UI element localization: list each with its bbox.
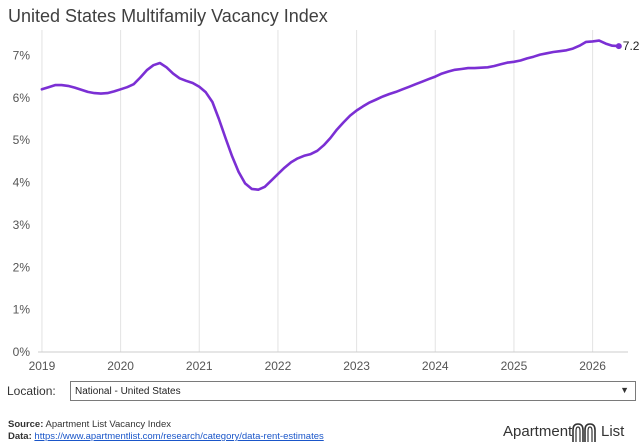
location-filter: Location: National - United States ▼	[7, 381, 636, 403]
brand-name-right: List	[601, 423, 625, 440]
location-selected-value: National - United States	[75, 386, 181, 397]
x-tick-label: 2021	[186, 359, 213, 373]
end-value-label: 7.2%	[623, 39, 640, 53]
x-tick-label: 2023	[343, 359, 370, 373]
source-note: Source: Apartment List Vacancy Index	[8, 419, 171, 430]
x-tick-label: 2024	[422, 359, 449, 373]
line-chart: 2019 2020 2021 2022 2023 2024 2025 2026 0% 1% 2% 3%…	[13, 30, 640, 373]
y-tick-label: 5%	[13, 133, 31, 147]
x-tick-label: 2019	[29, 359, 56, 373]
y-tick-label: 4%	[13, 176, 31, 190]
brand-name-left: Apartment	[503, 423, 573, 440]
source-text: Apartment List Vacancy Index	[45, 419, 172, 430]
apartment-list-logo: Apartment List	[503, 420, 633, 444]
data-label: Data:	[8, 431, 32, 442]
location-label: Location:	[7, 384, 56, 398]
data-link[interactable]: https://www.apartmentlist.com/research/c…	[34, 431, 324, 442]
y-tick-label: 7%	[13, 48, 31, 62]
x-tick-label: 2025	[501, 359, 528, 373]
y-tick-label: 0%	[13, 345, 31, 359]
series-line	[40, 39, 621, 191]
source-label: Source:	[8, 419, 44, 430]
x-tick-label: 2022	[265, 359, 292, 373]
y-tick-label: 1%	[13, 303, 31, 317]
y-tick-label: 3%	[13, 218, 31, 232]
location-select[interactable]: National - United States ▼	[70, 381, 636, 401]
end-point-marker	[615, 43, 622, 50]
y-tick-label: 6%	[13, 91, 31, 105]
chevron-down-icon: ▼	[620, 385, 629, 395]
chart-title: United States Multifamily Vacancy Index	[8, 6, 328, 26]
data-note: Data: https://www.apartmentlist.com/rese…	[8, 431, 324, 442]
apartment-list-logo-icon	[572, 423, 596, 442]
y-tick-label: 2%	[13, 260, 31, 274]
x-tick-label: 2020	[107, 359, 134, 373]
x-tick-label: 2026	[579, 359, 606, 373]
